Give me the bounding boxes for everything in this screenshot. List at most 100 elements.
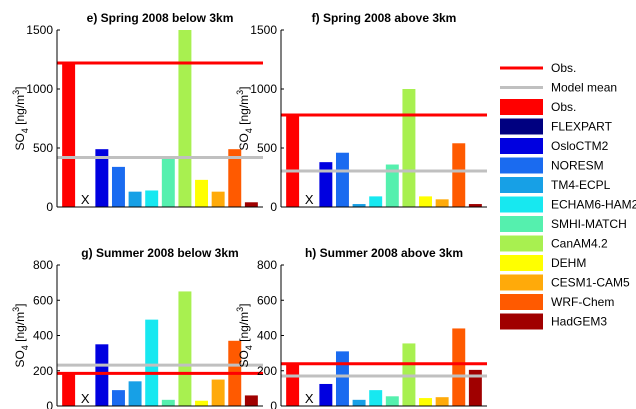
- bar-dehm: [419, 196, 433, 207]
- bar-echam6-ham2: [369, 390, 383, 406]
- bar-hadgem3: [468, 369, 482, 406]
- y-tick-label: 400: [257, 329, 277, 343]
- panel-2: X 0 500 1000 1500 f) Spring 2008 above 3km SO4…: [235, 11, 487, 214]
- bar-smhi-match: [161, 399, 175, 406]
- y-tick-label: 1500: [250, 23, 277, 37]
- bar-tm4-ecpl: [128, 191, 142, 207]
- bar-noresm: [111, 390, 125, 406]
- panel-title: h) Summer 2008 above 3km: [305, 246, 463, 260]
- y-axis-label: SO4 [ng/m3]: [11, 86, 30, 150]
- legend-swatch: [500, 216, 543, 232]
- legend-label: OsloCTM2: [551, 139, 609, 153]
- bar-obs-: [62, 63, 76, 207]
- bar-hadgem3: [468, 204, 482, 207]
- legend-label: Model mean: [551, 81, 617, 95]
- y-axis-label: SO4 [ng/m3]: [11, 303, 30, 367]
- y-tick-label: 400: [33, 329, 53, 343]
- y-tick-label: 500: [257, 141, 277, 155]
- legend-swatch: [500, 118, 543, 135]
- y-tick-label: 800: [33, 258, 53, 272]
- y-tick-label: 1000: [26, 82, 53, 96]
- panel-3: X 0 200 400 600 800 g) Summer 2008 below 3km SO…: [11, 246, 263, 409]
- y-tick-label: 200: [33, 364, 53, 378]
- bar-canam4-2: [402, 89, 416, 207]
- y-tick-label: 1500: [26, 23, 53, 37]
- legend-label: Obs.: [551, 61, 576, 75]
- bar-wrf-chem: [228, 149, 242, 207]
- legend-swatch: [500, 313, 543, 330]
- bar-osloctm2: [95, 149, 109, 207]
- y-tick-label: 600: [257, 293, 277, 307]
- bar-echam6-ham2: [145, 319, 159, 406]
- bar-smhi-match: [385, 164, 399, 207]
- legend-swatch: [500, 235, 543, 252]
- y-tick-label: 0: [46, 399, 53, 409]
- y-tick-label: 800: [257, 258, 277, 272]
- bar-dehm: [195, 179, 209, 207]
- legend-label: NORESM: [551, 159, 604, 173]
- bar-cesm1-cam5: [435, 199, 449, 207]
- bar-hadgem3: [244, 395, 258, 406]
- legend-swatch: [500, 177, 543, 193]
- missing-marker: X: [305, 391, 314, 406]
- y-tick-label: 1000: [250, 82, 277, 96]
- bar-wrf-chem: [452, 143, 466, 207]
- legend-swatch: [500, 138, 543, 154]
- bar-tm4-ecpl: [128, 381, 142, 406]
- legend: Obs. Model mean Obs. FLEXPART OsloCTM2 NORESM…: [494, 55, 636, 330]
- y-tick-label: 500: [33, 141, 53, 155]
- legend-label: HadGEM3: [551, 315, 607, 329]
- legend-label: DEHM: [551, 256, 586, 270]
- panel-title: e) Spring 2008 below 3km: [87, 11, 234, 25]
- panel-title: g) Summer 2008 below 3km: [81, 246, 238, 260]
- panel-title: f) Spring 2008 above 3km: [312, 11, 457, 25]
- bar-obs-: [286, 363, 300, 406]
- legend-swatch: [500, 99, 543, 115]
- bar-obs-: [62, 373, 76, 406]
- bar-osloctm2: [319, 383, 333, 406]
- legend-swatch: [500, 255, 543, 271]
- bar-tm4-ecpl: [352, 204, 366, 207]
- legend-label: CESM1-CAM5: [551, 276, 630, 290]
- y-tick-label: 200: [257, 364, 277, 378]
- bar-cesm1-cam5: [211, 191, 225, 207]
- bar-smhi-match: [385, 396, 399, 406]
- bar-noresm: [335, 152, 349, 207]
- bar-canam4-2: [178, 30, 192, 207]
- bar-cesm1-cam5: [211, 379, 225, 406]
- bar-dehm: [419, 398, 433, 406]
- legend-label: TM4-ECPL: [551, 178, 611, 192]
- legend-swatch: [500, 157, 543, 174]
- bar-tm4-ecpl: [352, 399, 366, 406]
- legend-swatch: [500, 274, 543, 291]
- panel-1: X 0 500 1000 1500 e) Spring 2008 below 3km SO4…: [11, 11, 263, 214]
- bar-osloctm2: [95, 344, 109, 406]
- bar-noresm: [335, 351, 349, 406]
- y-tick-label: 600: [33, 293, 53, 307]
- y-tick-label: 0: [270, 200, 277, 214]
- bar-echam6-ham2: [145, 190, 159, 207]
- legend-label: Obs.: [551, 100, 576, 114]
- bar-wrf-chem: [452, 328, 466, 406]
- legend-swatch: [500, 196, 543, 213]
- legend-label: SMHI-MATCH: [551, 217, 627, 231]
- y-tick-label: 0: [270, 399, 277, 409]
- bar-obs-: [286, 114, 300, 207]
- panel-4: X 0 200 400 600 800 h) Summer 2008 above 3km SO…: [235, 246, 487, 409]
- legend-label: CanAM4.2: [551, 237, 608, 251]
- y-tick-label: 0: [46, 200, 53, 214]
- legend-label: FLEXPART: [551, 120, 613, 134]
- bar-canam4-2: [178, 291, 192, 406]
- y-axis-label: SO4 [ng/m3]: [235, 86, 254, 150]
- bar-echam6-ham2: [369, 196, 383, 207]
- bar-smhi-match: [161, 157, 175, 207]
- bar-hadgem3: [244, 202, 258, 207]
- legend-swatch: [500, 294, 543, 310]
- bar-dehm: [195, 400, 209, 406]
- bar-cesm1-cam5: [435, 397, 449, 406]
- chart-panels: X 0 500 1000 1500 e) Spring 2008 below 3km SO4…: [11, 11, 487, 409]
- legend-label: ECHAM6-HAM2: [551, 198, 636, 212]
- missing-marker: X: [81, 192, 90, 207]
- bar-noresm: [111, 166, 125, 207]
